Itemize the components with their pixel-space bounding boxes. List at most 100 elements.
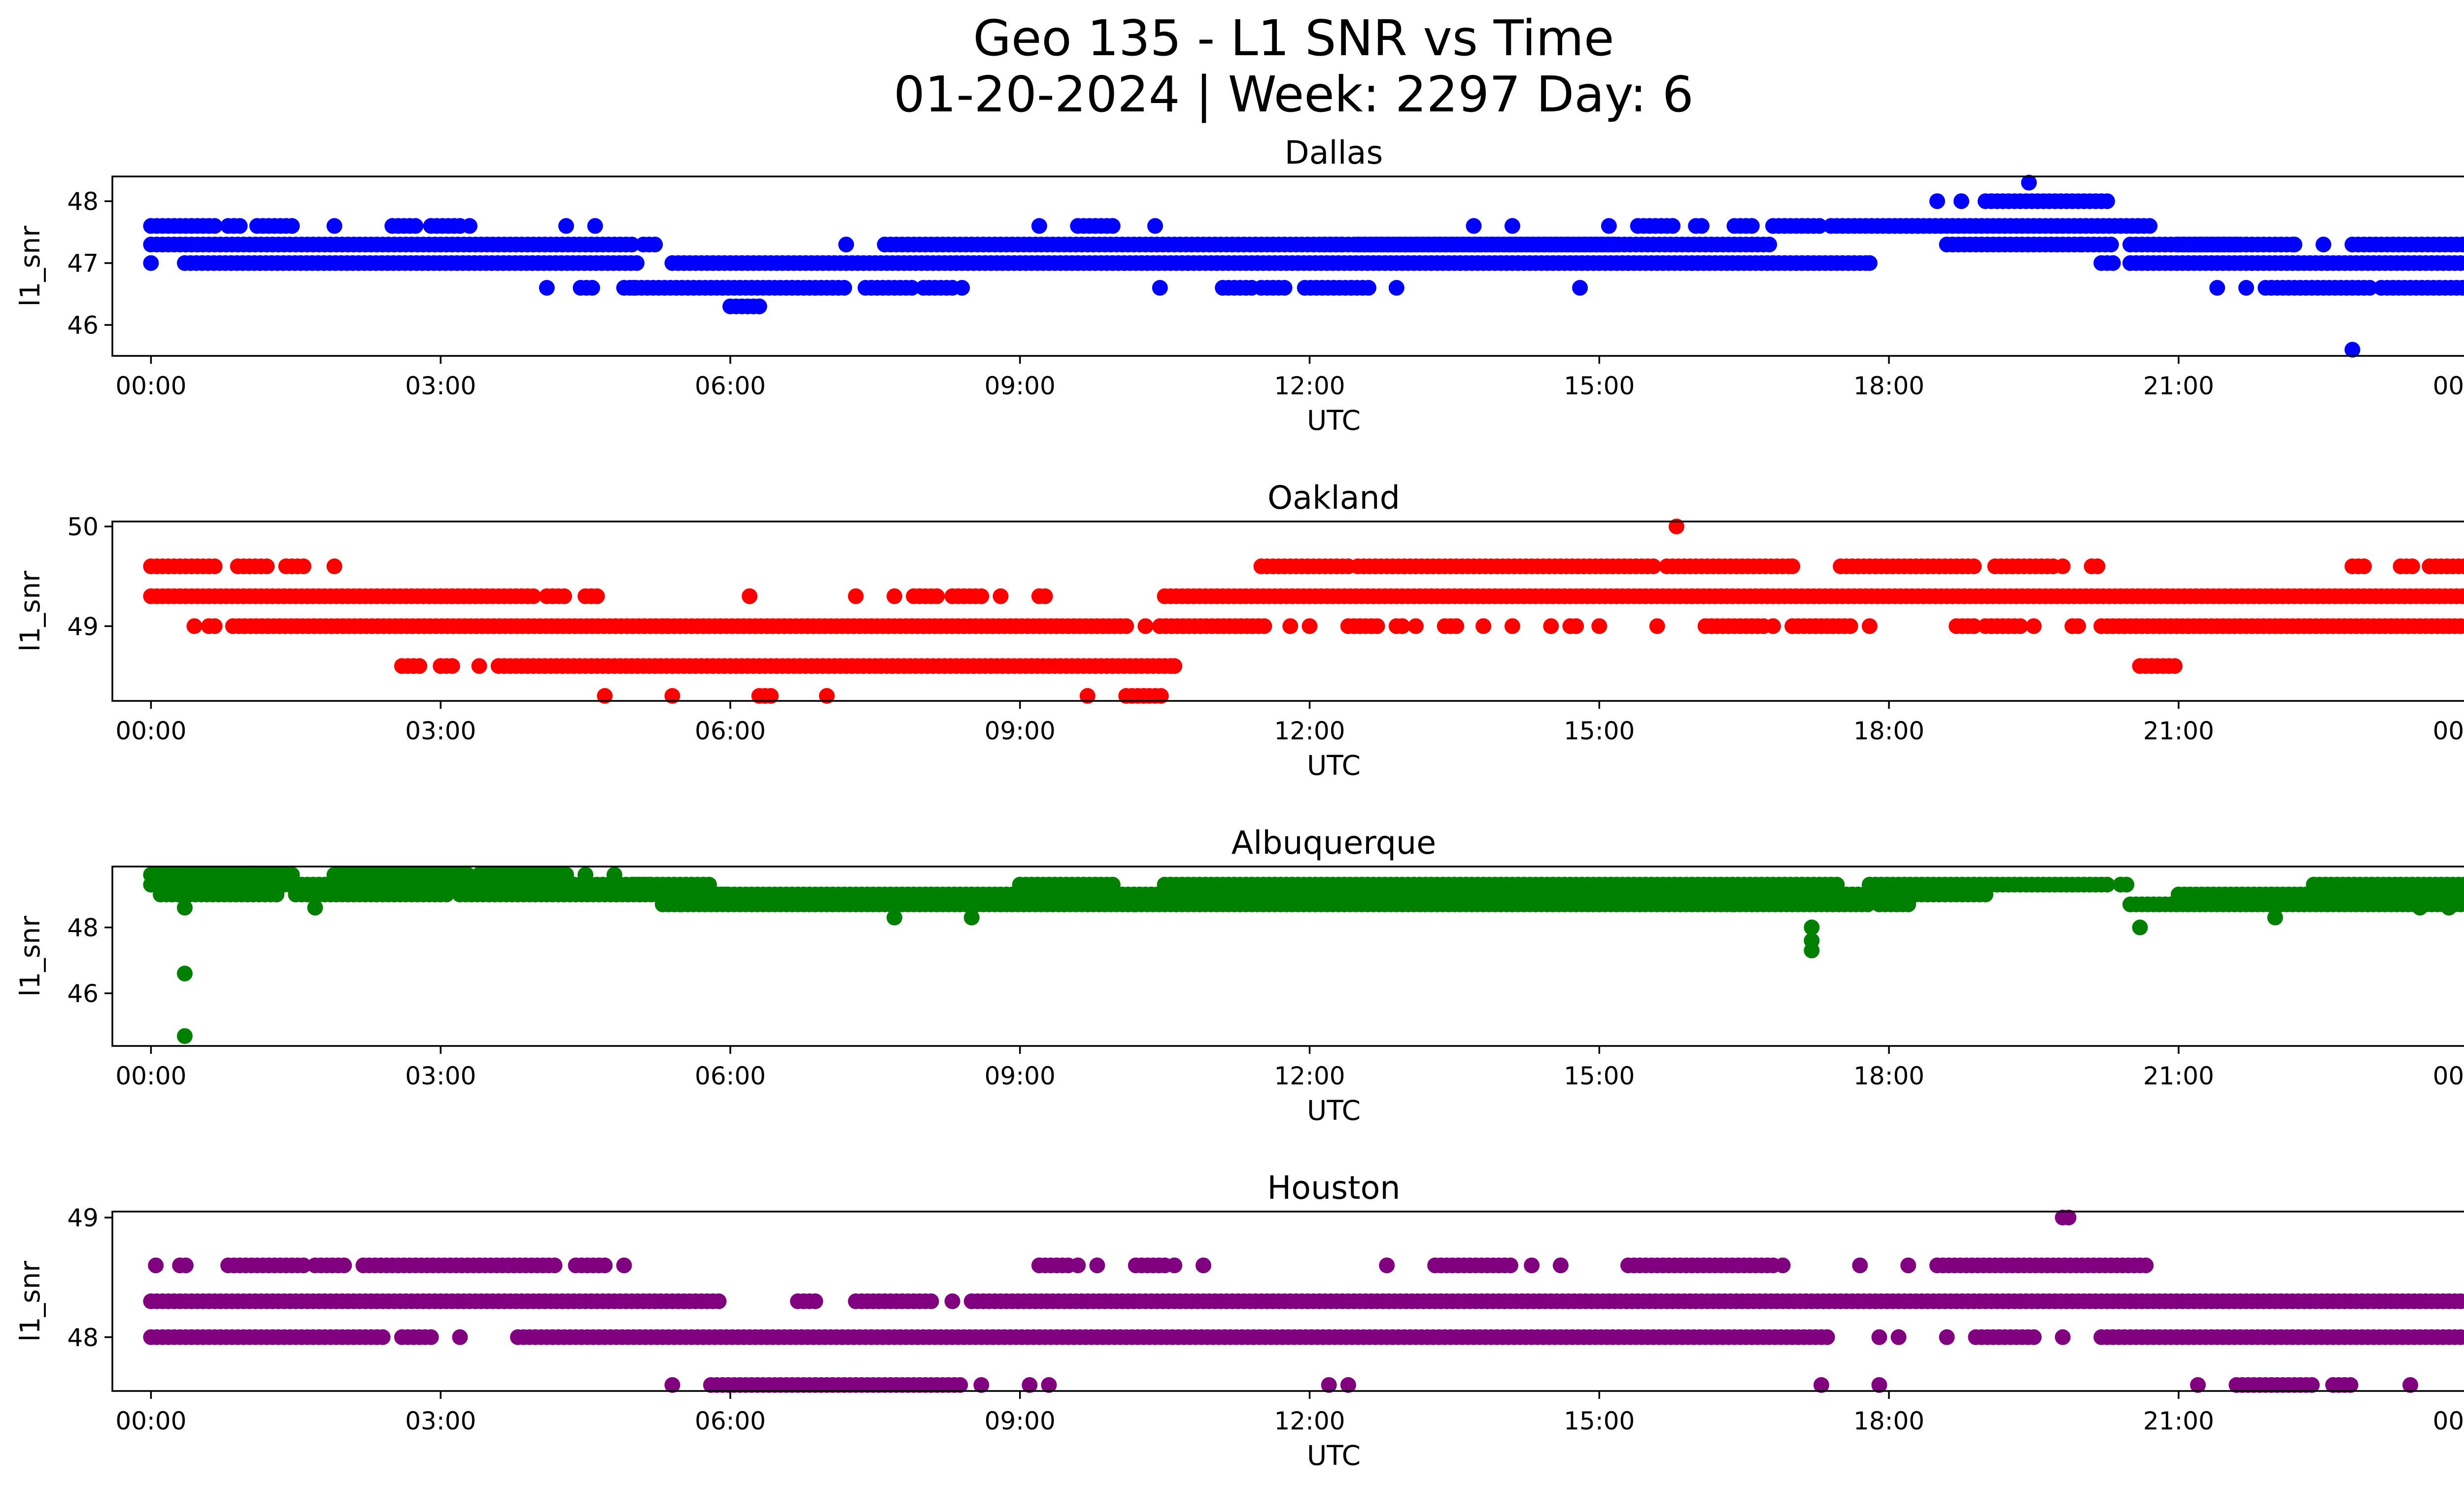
data-point <box>375 1329 391 1345</box>
data-point <box>751 298 767 314</box>
data-point <box>1804 942 1820 959</box>
data-point <box>2458 1293 2464 1309</box>
data-point <box>2304 1377 2320 1393</box>
data-points-oakland <box>143 519 2464 704</box>
data-point <box>887 909 903 926</box>
x-tick-label: 12:00 <box>1274 717 1345 745</box>
data-point <box>1939 1329 1955 1345</box>
data-point <box>2460 281 2464 295</box>
x-tick-label: 21:00 <box>2143 1407 2214 1435</box>
data-point <box>186 618 203 634</box>
data-point <box>1744 218 1760 234</box>
data-point <box>148 1257 164 1274</box>
x-tick-label: 12:00 <box>1274 1407 1345 1435</box>
x-tick-label: 15:00 <box>1564 1062 1635 1090</box>
x-axis-label: UTC <box>1307 1440 1361 1471</box>
data-point <box>2267 909 2283 926</box>
data-point <box>2460 888 2464 902</box>
data-point <box>1861 618 1878 634</box>
data-point <box>597 688 613 704</box>
data-point <box>2105 255 2121 271</box>
data-point <box>1929 193 1946 209</box>
y-tick-label: 49 <box>67 612 99 641</box>
data-point <box>539 279 555 296</box>
x-axis-label: UTC <box>1307 405 1361 436</box>
x-tick-label: 18:00 <box>1853 1407 1924 1435</box>
data-point <box>973 1377 990 1393</box>
x-tick-label: 00:00 <box>115 1062 186 1090</box>
plot-frame-oakland <box>111 521 2464 702</box>
data-point <box>1601 218 1617 234</box>
plot-frame-dallas <box>111 175 2464 357</box>
x-tick-label: 00:00 <box>2433 717 2464 745</box>
data-point <box>624 237 640 253</box>
x-tick-label: 09:00 <box>985 717 1056 745</box>
data-point <box>1361 279 1377 296</box>
data-point <box>2458 1329 2464 1345</box>
x-tick-label: 00:00 <box>2433 1407 2464 1435</box>
x-axis-label: UTC <box>1307 750 1361 781</box>
data-point <box>923 1293 939 1309</box>
data-point <box>2404 558 2421 574</box>
y-axis-label: l1_snr <box>14 571 46 652</box>
data-point <box>269 886 285 903</box>
data-point <box>1104 218 1121 234</box>
data-point <box>1669 519 1685 535</box>
data-point <box>1195 1257 1211 1274</box>
data-point <box>206 618 223 634</box>
data-point <box>2361 279 2378 296</box>
data-point <box>206 218 223 234</box>
data-point <box>177 1257 194 1274</box>
y-axis-label: l1_snr <box>14 916 46 997</box>
data-point <box>963 909 980 926</box>
y-tick-label: 47 <box>67 249 99 278</box>
plot-frame-houston <box>111 1211 2464 1392</box>
x-tick-label: 06:00 <box>695 372 766 400</box>
data-point <box>2089 558 2106 574</box>
data-point <box>1871 1377 1887 1393</box>
subplot-albuquerque: Albuquerque 00:00 03:00 06:00 09:00 12:00 15:0… <box>14 825 2464 1126</box>
data-point <box>742 588 758 604</box>
data-point <box>2103 237 2119 253</box>
data-point <box>1394 618 1410 634</box>
y-tick-label: 49 <box>67 1204 99 1232</box>
data-point <box>2344 342 2361 358</box>
data-point <box>1379 1257 1395 1274</box>
data-point <box>1388 279 1404 296</box>
data-point <box>176 900 193 916</box>
data-point <box>2342 1377 2359 1393</box>
x-tick-label: 03:00 <box>405 1062 476 1090</box>
subplot-title-dallas: Dallas <box>1285 135 1383 172</box>
data-point <box>1693 218 1710 234</box>
data-point <box>647 237 663 253</box>
data-point <box>206 558 223 574</box>
x-tick-label: 00:00 <box>2433 1062 2464 1090</box>
data-point <box>471 658 487 674</box>
data-point <box>2190 1377 2206 1393</box>
data-point <box>1166 1257 1183 1274</box>
data-point <box>664 1377 681 1393</box>
data-point <box>1321 1377 1337 1393</box>
x-tick-label: 00:00 <box>2433 372 2464 400</box>
data-point <box>1543 618 1559 634</box>
data-point <box>973 588 990 604</box>
x-tick-label: 18:00 <box>1853 717 1924 745</box>
data-point <box>2054 558 2071 574</box>
data-point <box>2441 900 2457 916</box>
data-point <box>1340 1377 1356 1393</box>
x-tick-label: 21:00 <box>2143 372 2214 400</box>
data-point <box>2456 558 2464 574</box>
data-point <box>587 218 603 234</box>
data-point <box>2025 1329 2042 1345</box>
data-point <box>1503 1257 1519 1274</box>
data-points-albuquerque <box>143 867 2464 1044</box>
data-point <box>1568 618 1584 634</box>
data-point <box>807 1293 823 1309</box>
data-point <box>2412 900 2428 916</box>
data-point <box>589 588 605 604</box>
data-point <box>836 279 853 296</box>
data-point <box>2138 1257 2154 1274</box>
x-tick-label: 21:00 <box>2143 1062 2214 1090</box>
data-point <box>819 688 835 704</box>
x-tick-label: 18:00 <box>1853 372 1924 400</box>
